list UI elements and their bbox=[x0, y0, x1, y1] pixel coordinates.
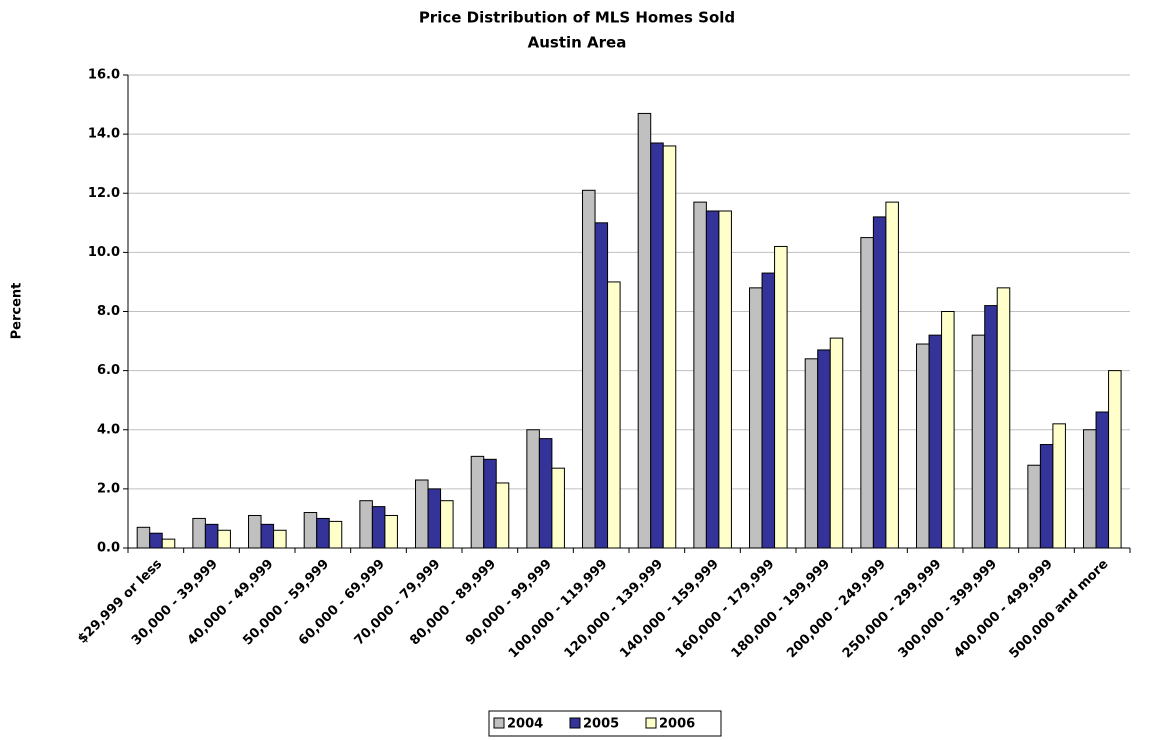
bar bbox=[161, 538, 176, 549]
x-tick-label: 250,000 - 299,999 bbox=[840, 557, 945, 662]
bar bbox=[248, 514, 262, 549]
bar bbox=[204, 523, 219, 549]
bar bbox=[662, 145, 677, 549]
bar bbox=[1027, 464, 1041, 549]
x-tick-label: 400,000 - 499,999 bbox=[951, 557, 1056, 662]
bar bbox=[804, 358, 819, 549]
bar bbox=[1095, 411, 1110, 549]
bar bbox=[829, 337, 844, 549]
y-tick-label: 14.0 bbox=[88, 127, 120, 142]
bar bbox=[217, 529, 231, 549]
bar bbox=[538, 438, 553, 549]
bar bbox=[427, 488, 442, 549]
bar bbox=[582, 189, 596, 549]
bar bbox=[483, 458, 497, 549]
bar bbox=[594, 222, 609, 549]
bar bbox=[749, 287, 763, 549]
x-tick-label: 140,000 - 159,999 bbox=[617, 557, 722, 662]
x-tick-label: 500,000 and more bbox=[1007, 557, 1112, 662]
y-tick-label: 16.0 bbox=[88, 68, 120, 83]
x-tick-label: 200,000 - 249,999 bbox=[784, 557, 889, 662]
x-tick-label: 160,000 - 179,999 bbox=[673, 557, 778, 662]
y-tick-label: 8.0 bbox=[97, 304, 120, 319]
bar bbox=[817, 349, 831, 549]
bar bbox=[359, 500, 373, 549]
legend-label: 2005 bbox=[583, 717, 619, 732]
bar bbox=[526, 429, 540, 549]
bar bbox=[607, 281, 621, 549]
bar bbox=[470, 455, 485, 549]
bar bbox=[637, 112, 652, 549]
chart-title: Price Distribution of MLS Homes Sold bbox=[419, 9, 735, 27]
bar bbox=[916, 343, 930, 549]
bar bbox=[941, 311, 955, 549]
bar bbox=[440, 500, 454, 549]
bar bbox=[693, 201, 707, 549]
bar bbox=[415, 479, 429, 549]
chart-subtitle: Austin Area bbox=[528, 34, 627, 52]
y-tick-label: 6.0 bbox=[97, 363, 120, 378]
bar bbox=[996, 287, 1011, 549]
y-tick-label: 4.0 bbox=[97, 422, 120, 437]
legend-box bbox=[488, 710, 722, 737]
x-tick-label: 180,000 - 199,999 bbox=[729, 557, 834, 662]
bar bbox=[495, 482, 510, 549]
legend-label: 2006 bbox=[659, 717, 695, 732]
bar bbox=[149, 532, 163, 549]
bar bbox=[928, 334, 943, 549]
bar bbox=[260, 523, 275, 549]
bar bbox=[885, 201, 899, 549]
bar bbox=[1083, 429, 1097, 549]
bar bbox=[705, 210, 720, 549]
y-tick-label: 2.0 bbox=[97, 481, 120, 496]
legend-label: 2004 bbox=[507, 717, 543, 732]
legend-swatch bbox=[645, 717, 657, 729]
bar bbox=[984, 305, 998, 549]
legend-swatch bbox=[493, 717, 505, 729]
bar bbox=[718, 210, 732, 549]
bar bbox=[551, 467, 565, 549]
bar bbox=[774, 245, 788, 549]
bar bbox=[1108, 370, 1122, 549]
x-tick-label: 120,000 - 139,999 bbox=[562, 557, 667, 662]
bar bbox=[371, 506, 386, 549]
bar bbox=[136, 526, 151, 549]
bar bbox=[303, 512, 318, 549]
bar bbox=[971, 334, 986, 549]
y-tick-label: 10.0 bbox=[88, 245, 120, 260]
bar bbox=[860, 237, 874, 549]
bar bbox=[1039, 444, 1054, 549]
x-tick-label: 300,000 - 399,999 bbox=[896, 557, 1001, 662]
bar bbox=[192, 517, 206, 549]
bar bbox=[1052, 423, 1066, 549]
y-tick-label: 12.0 bbox=[88, 186, 120, 201]
bar bbox=[384, 514, 398, 549]
bar bbox=[650, 142, 664, 549]
bar bbox=[328, 520, 343, 549]
x-tick-label: 100,000 - 119,999 bbox=[506, 557, 611, 662]
bar bbox=[273, 529, 287, 549]
legend-swatch bbox=[569, 717, 581, 729]
bar bbox=[872, 216, 887, 549]
y-tick-label: 0.0 bbox=[97, 541, 120, 556]
bar bbox=[761, 272, 776, 549]
y-axis-label: Percent bbox=[10, 283, 25, 340]
bar bbox=[316, 517, 330, 549]
